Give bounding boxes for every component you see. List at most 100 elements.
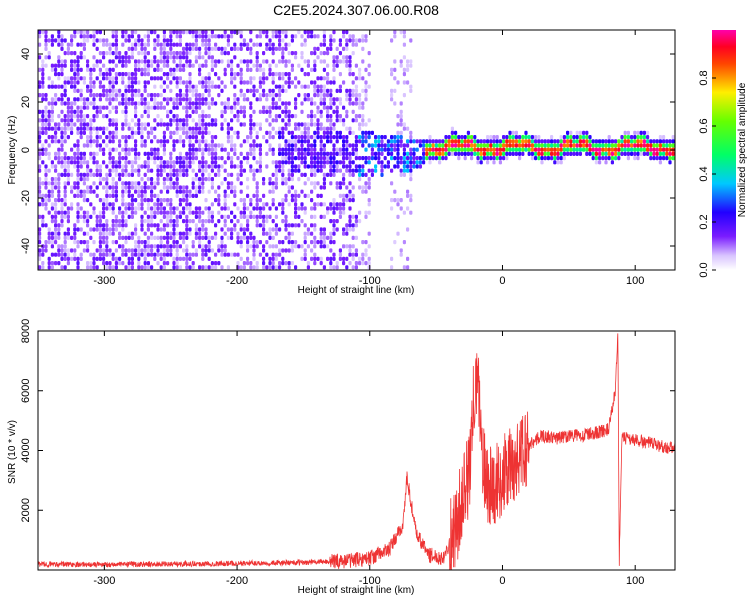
- spectrogram-cell: [438, 160, 442, 165]
- spectrogram-cell: [300, 160, 304, 165]
- spectrogram-cell: [169, 185, 173, 190]
- spectrogram-cell: [367, 130, 371, 135]
- spectrogram-cell: [140, 206, 144, 211]
- spectrogram-cell: [652, 143, 656, 148]
- spectrogram-cell: [495, 151, 499, 156]
- spectrogram-cell: [281, 38, 285, 43]
- spectrogram-cell: [418, 139, 422, 144]
- spectrogram-cell: [137, 67, 141, 72]
- spectrogram-cell: [162, 130, 166, 135]
- spectrogram-cell: [345, 38, 349, 43]
- spectrogram-cell: [322, 101, 326, 106]
- spectrogram-cell: [332, 156, 336, 161]
- spectrogram-cell: [268, 177, 272, 182]
- spectrogram-cell: [92, 30, 96, 35]
- spectrogram-cell: [409, 198, 413, 203]
- spectrogram-x-tick-label: -200: [226, 275, 248, 287]
- spectrogram-cell: [41, 67, 45, 72]
- spectrogram-cell: [354, 147, 358, 152]
- spectrogram-cell: [108, 185, 112, 190]
- spectrogram-cell: [57, 76, 61, 81]
- spectrogram-cell: [306, 244, 310, 249]
- spectrogram-cell: [543, 143, 547, 148]
- spectrogram-cell: [233, 147, 237, 152]
- spectrogram-cell: [367, 256, 371, 261]
- spectrogram-cell: [156, 151, 160, 156]
- spectrogram-cell: [63, 256, 67, 261]
- spectrogram-cell: [601, 139, 605, 144]
- spectrogram-cell: [265, 30, 269, 35]
- spectrogram-cell: [252, 235, 256, 240]
- spectrogram-cell: [82, 160, 86, 165]
- spectrogram-cell: [44, 97, 48, 102]
- spectrogram-cell: [44, 248, 48, 253]
- spectrogram-cell: [38, 193, 42, 198]
- spectrogram-cell: [406, 189, 410, 194]
- spectrogram-cell: [274, 164, 278, 169]
- spectrogram-cell: [290, 139, 294, 144]
- spectrogram-cell: [313, 122, 317, 127]
- spectrogram-cell: [73, 88, 77, 93]
- spectrogram-cell: [178, 214, 182, 219]
- spectrogram-cell: [556, 160, 560, 165]
- spectrogram-cell: [246, 135, 250, 140]
- spectrogram-cell: [585, 143, 589, 148]
- snr-y-tick-label: 2000: [20, 498, 32, 522]
- spectrogram-cell: [367, 210, 371, 215]
- spectrogram-cell: [198, 130, 202, 135]
- spectrogram-cell: [383, 143, 387, 148]
- spectrogram-cell: [354, 38, 358, 43]
- spectrogram-cell: [226, 151, 230, 156]
- spectrogram-cell: [610, 160, 614, 165]
- spectrogram-cell: [54, 227, 58, 232]
- spectrogram-cell: [108, 67, 112, 72]
- spectrogram-cell: [479, 143, 483, 148]
- spectrogram-cell: [41, 93, 45, 98]
- spectrogram-cell: [143, 42, 147, 47]
- spectrogram-cell: [361, 252, 365, 257]
- spectrogram-cell: [226, 227, 230, 232]
- spectrogram-cell: [188, 219, 192, 224]
- spectrogram-cell: [303, 38, 307, 43]
- spectrogram-cell: [166, 109, 170, 114]
- spectrogram-cell: [332, 223, 336, 228]
- spectrogram-cell: [146, 30, 150, 35]
- spectrogram-cell: [166, 252, 170, 257]
- spectrogram-cell: [367, 143, 371, 148]
- spectrogram-cell: [204, 51, 208, 56]
- spectrogram-cell: [310, 248, 314, 253]
- spectrogram-cell: [332, 38, 336, 43]
- spectrogram-cell: [185, 84, 189, 89]
- spectrogram-cell: [79, 156, 83, 161]
- spectrogram-cell: [207, 177, 211, 182]
- spectrogram-cell: [214, 46, 218, 51]
- spectrogram-cell: [105, 72, 109, 77]
- spectrogram-cell: [79, 256, 83, 261]
- spectrogram-cell: [406, 265, 410, 270]
- spectrogram-cell: [143, 72, 147, 77]
- spectrogram-cell: [306, 93, 310, 98]
- spectrogram-cell: [182, 235, 186, 240]
- spectrogram-cell: [121, 227, 125, 232]
- spectrogram-cell: [102, 63, 106, 68]
- spectrogram-cell: [108, 261, 112, 266]
- spectrogram-cell: [198, 143, 202, 148]
- spectrogram-cell: [182, 63, 186, 68]
- spectrogram-cell: [204, 101, 208, 106]
- spectrogram-cell: [326, 139, 330, 144]
- spectrogram-cell: [175, 231, 179, 236]
- spectrogram-cell: [70, 130, 74, 135]
- spectrogram-cell: [303, 30, 307, 35]
- spectrogram-cell: [310, 231, 314, 236]
- spectrogram-cell: [175, 122, 179, 127]
- spectrogram-cell: [428, 143, 432, 148]
- spectrogram-cell: [172, 42, 176, 47]
- spectrogram-cell: [623, 135, 627, 140]
- spectrogram-cell: [50, 181, 54, 186]
- spectrogram-cell: [63, 135, 67, 140]
- spectrogram-cell: [214, 143, 218, 148]
- spectrogram-cell: [105, 88, 109, 93]
- spectrogram-cell: [150, 189, 154, 194]
- spectrogram-cell: [319, 193, 323, 198]
